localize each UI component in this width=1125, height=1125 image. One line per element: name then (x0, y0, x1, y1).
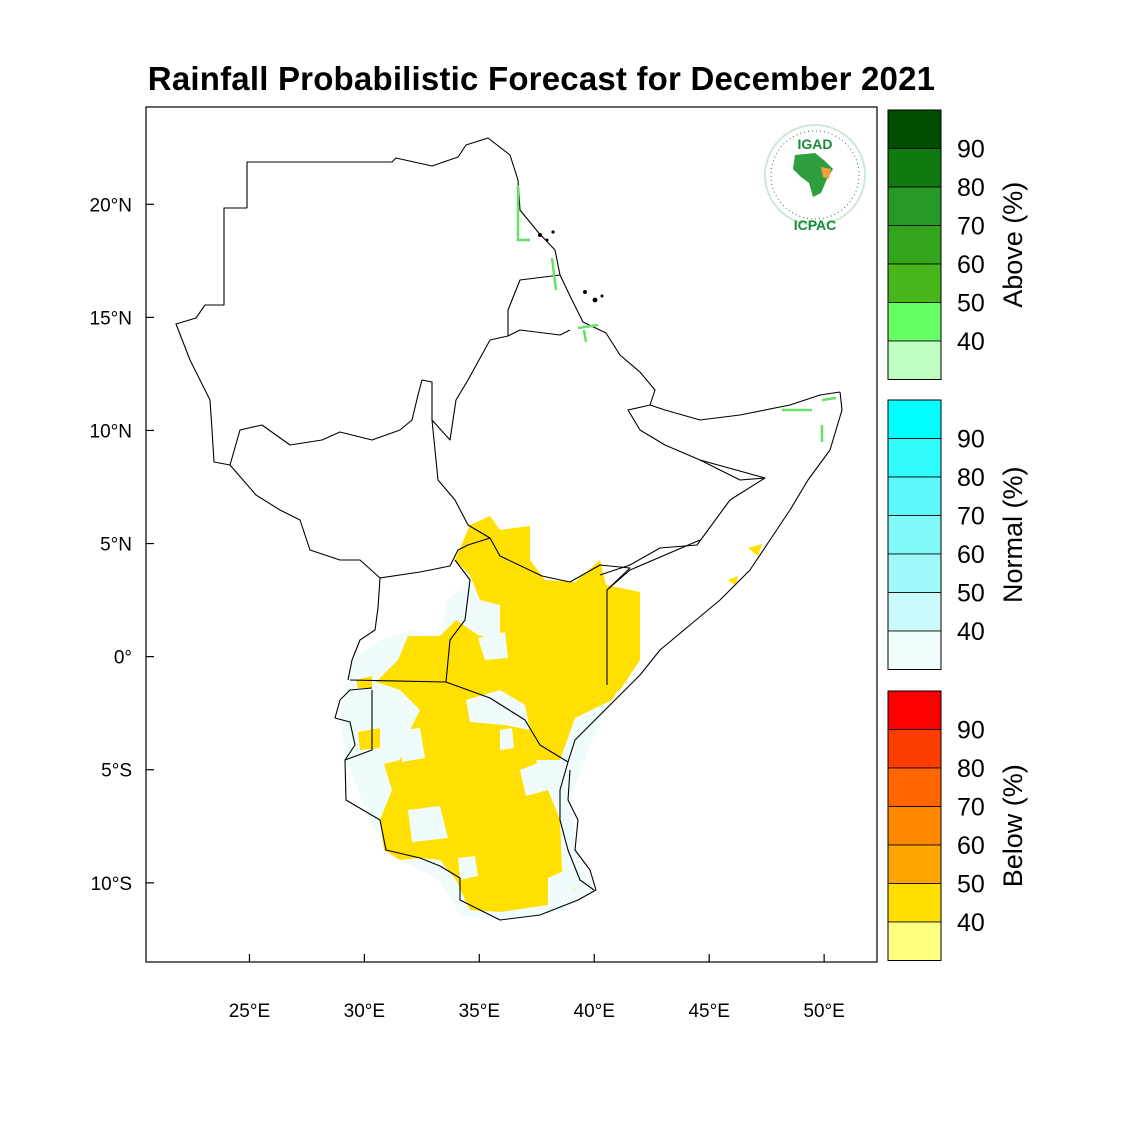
colorbar-segment (887, 921, 942, 961)
y-tick-label: 0° (114, 648, 132, 669)
y-tick-label: 5°N (100, 535, 132, 556)
colorbar-segment (887, 515, 942, 555)
x-axis: 25°E 30°E 35°E 40°E 45°E 50°E (229, 954, 845, 1022)
colorbar-below: 90 80 70 60 50 40 Below (%) (887, 690, 1028, 961)
x-tick-label: 40°E (574, 1001, 615, 1022)
colorbar-title: Above (%) (998, 182, 1028, 308)
x-tick-label: 45°E (688, 1001, 729, 1022)
colorbar-label: 40 (957, 328, 985, 356)
colorbar-segment (887, 109, 942, 149)
colorbar-label: 50 (957, 580, 985, 608)
colorbar-frame (887, 109, 942, 380)
y-tick-label: 10°S (91, 874, 132, 895)
y-tick-label: 5°S (101, 761, 132, 782)
icpac-logo: IGAD ICPAC (764, 124, 866, 233)
colorbar-segment (887, 225, 942, 265)
colorbar-title: Normal (%) (998, 466, 1028, 603)
colorbar-above: 90 80 70 60 50 40 Above (%) (887, 109, 1028, 380)
colorbar-segment (887, 553, 942, 593)
colorbar-segment (887, 806, 942, 846)
colorbar-label: 70 (957, 213, 985, 241)
x-tick-label: 30°E (344, 1001, 385, 1022)
colorbar-label: 80 (957, 464, 985, 492)
colorbar-segment (887, 148, 942, 188)
colorbar-label: 90 (957, 426, 985, 454)
colorbar-segment (887, 186, 942, 226)
country-borders (175, 137, 843, 921)
colorbar-segment (887, 476, 942, 516)
colorbar-segment (887, 630, 942, 670)
colorbar-label: 70 (957, 503, 985, 531)
colorbars: 90 80 70 60 50 40 Above (%) 90 80 70 60 50 40 Normal … (887, 109, 1028, 961)
red-sea-islands (538, 230, 604, 303)
colorbar-segment (887, 263, 942, 303)
colorbar-label: 50 (957, 871, 985, 899)
colorbar-segment (887, 302, 942, 342)
colorbar-segment (887, 690, 942, 730)
colorbar-title: Below (%) (998, 764, 1028, 887)
colorbar-label: 60 (957, 832, 985, 860)
colorbar-segment (887, 767, 942, 807)
y-tick-label: 10°N (90, 421, 132, 442)
x-tick-label: 50°E (803, 1001, 844, 1022)
colorbar-segment (887, 438, 942, 478)
colorbar-label: 80 (957, 174, 985, 202)
africa-map-icon (793, 153, 833, 197)
colorbar-label: 60 (957, 251, 985, 279)
colorbar-label: 60 (957, 541, 985, 569)
colorbar-segment (887, 729, 942, 769)
colorbar-segment (887, 340, 942, 380)
colorbar-segment (887, 844, 942, 884)
colorbar-label: 70 (957, 794, 985, 822)
map-title: Rainfall Probabilistic Forecast for Dece… (147, 60, 936, 97)
colorbar-label: 90 (957, 717, 985, 745)
logo-top-text: IGAD (798, 136, 833, 152)
forecast-gaps (400, 632, 575, 906)
colorbar-label: 40 (957, 618, 985, 646)
colorbar-segment (887, 399, 942, 439)
colorbar-normal: 90 80 70 60 50 40 Normal (%) (887, 399, 1028, 670)
colorbar-label: 80 (957, 755, 985, 783)
x-tick-label: 35°E (459, 1001, 500, 1022)
y-tick-label: 20°N (90, 195, 132, 216)
colorbar-label: 50 (957, 290, 985, 318)
y-tick-label: 15°N (90, 308, 132, 329)
colorbar-frame (887, 399, 942, 670)
colorbar-segment (887, 592, 942, 632)
y-axis: 20°N 15°N 10°N 5°N 0° 5°S 10°S (90, 195, 154, 895)
colorbar-segment (887, 883, 942, 923)
colorbar-label: 40 (957, 909, 985, 937)
colorbar-frame (887, 690, 942, 961)
above-forecast-marks (516, 185, 837, 442)
colorbar-label: 90 (957, 136, 985, 164)
x-tick-label: 25°E (229, 1001, 270, 1022)
logo-bottom-text: ICPAC (794, 217, 837, 233)
